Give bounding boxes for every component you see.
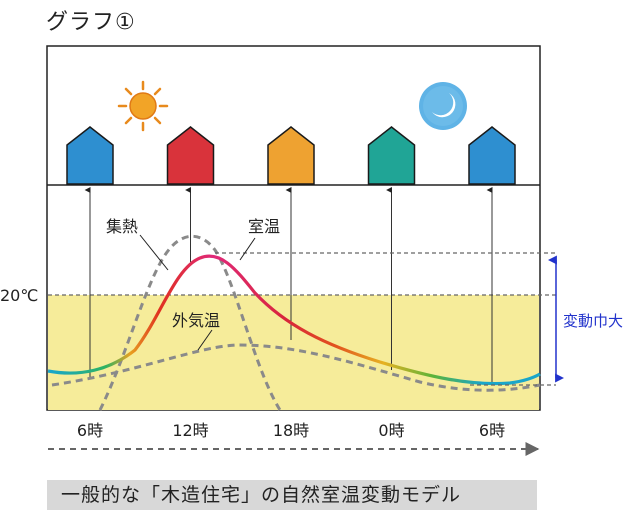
room-temp-label: 室温: [248, 217, 280, 236]
house-icon: [267, 126, 315, 185]
house-icon: [166, 126, 215, 185]
house-icon: [66, 126, 114, 185]
range-label: 変動巾大: [563, 312, 623, 330]
y-marker-label: 20℃: [0, 286, 38, 305]
outdoor-temp-pointer: [197, 329, 213, 351]
heat-gain-label: 集熱: [106, 217, 138, 236]
heat-gain-line: [98, 234, 282, 411]
x-tick-label: 18時: [273, 421, 309, 440]
caption: 一般的な「木造住宅」の自然室温変動モデル: [47, 480, 537, 510]
room-temp-pointer: [239, 237, 256, 261]
outdoor-temp-line: [51, 343, 541, 392]
house-icon: [367, 126, 416, 185]
x-tick-label: 6時: [479, 421, 505, 440]
outdoor-temp-label: 外気温: [172, 311, 220, 330]
moon-icon: [419, 82, 467, 130]
x-tick-label: 6時: [77, 421, 103, 440]
chart-canvas: 集熱 室温 外気温 20℃ 変動巾大 6時 12時 18時 0時 6時: [0, 45, 623, 456]
heat-gain-pointer: [139, 234, 169, 271]
x-tick-label: 12時: [172, 421, 208, 440]
x-tick-label: 0時: [378, 421, 404, 440]
chart-title: グラフ①: [46, 10, 136, 35]
house-icon: [468, 126, 516, 185]
room-temp-line: [47, 254, 541, 386]
sun-icon: [117, 80, 169, 132]
comfort-band: [48, 295, 539, 410]
